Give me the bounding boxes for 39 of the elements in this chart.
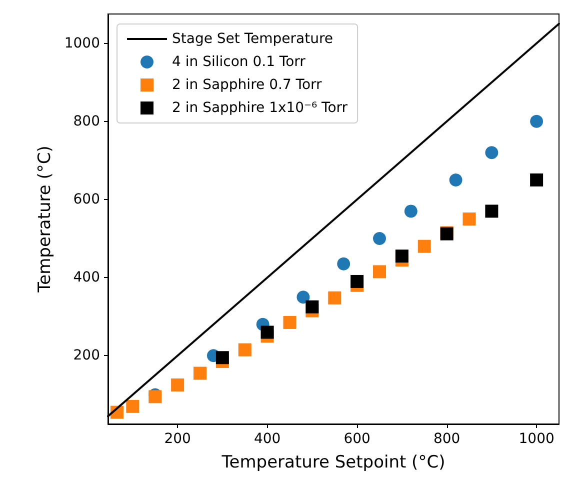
- x-tick-label: 600: [344, 431, 370, 447]
- point: [404, 204, 418, 218]
- x-tick-label: 400: [254, 431, 281, 447]
- point: [283, 316, 296, 329]
- y-axis-title: Temperature (°C): [34, 146, 55, 294]
- point: [485, 146, 498, 160]
- point: [372, 265, 386, 278]
- point: [395, 250, 408, 263]
- x-tick-label: 800: [433, 431, 460, 447]
- point: [306, 300, 319, 314]
- legend-label: Stage Set Temperature: [172, 31, 334, 47]
- x-tick-label: 200: [164, 431, 191, 447]
- point: [418, 240, 431, 253]
- point: [485, 204, 498, 218]
- y-tick-label: 1000: [64, 35, 100, 52]
- y-tick-label: 400: [73, 270, 100, 286]
- point: [350, 274, 364, 288]
- point: [216, 351, 229, 364]
- point: [530, 114, 544, 128]
- legend-label: 4 in Silicon 0.1 Torr: [172, 54, 306, 70]
- y-tick-label: 600: [73, 191, 100, 208]
- point: [462, 212, 476, 226]
- legend-label: 2 in Sapphire 0.7 Torr: [172, 77, 322, 93]
- point: [373, 232, 386, 246]
- y-tick-label: 800: [73, 113, 100, 130]
- point: [260, 326, 274, 339]
- point: [126, 400, 140, 413]
- point: [238, 343, 252, 356]
- y-tick-label: 200: [73, 348, 100, 364]
- x-axis-title: Temperature Setpoint (°C): [220, 452, 446, 472]
- x-tick-label: 1000: [518, 431, 554, 447]
- point: [328, 291, 342, 304]
- point: [449, 173, 462, 186]
- point: [337, 257, 350, 270]
- point: [296, 290, 310, 304]
- legend-label: 2 in Sapphire 1x10⁻⁶ Torr: [172, 100, 348, 116]
- point: [171, 378, 184, 392]
- point: [530, 173, 544, 186]
- point: [193, 366, 206, 380]
